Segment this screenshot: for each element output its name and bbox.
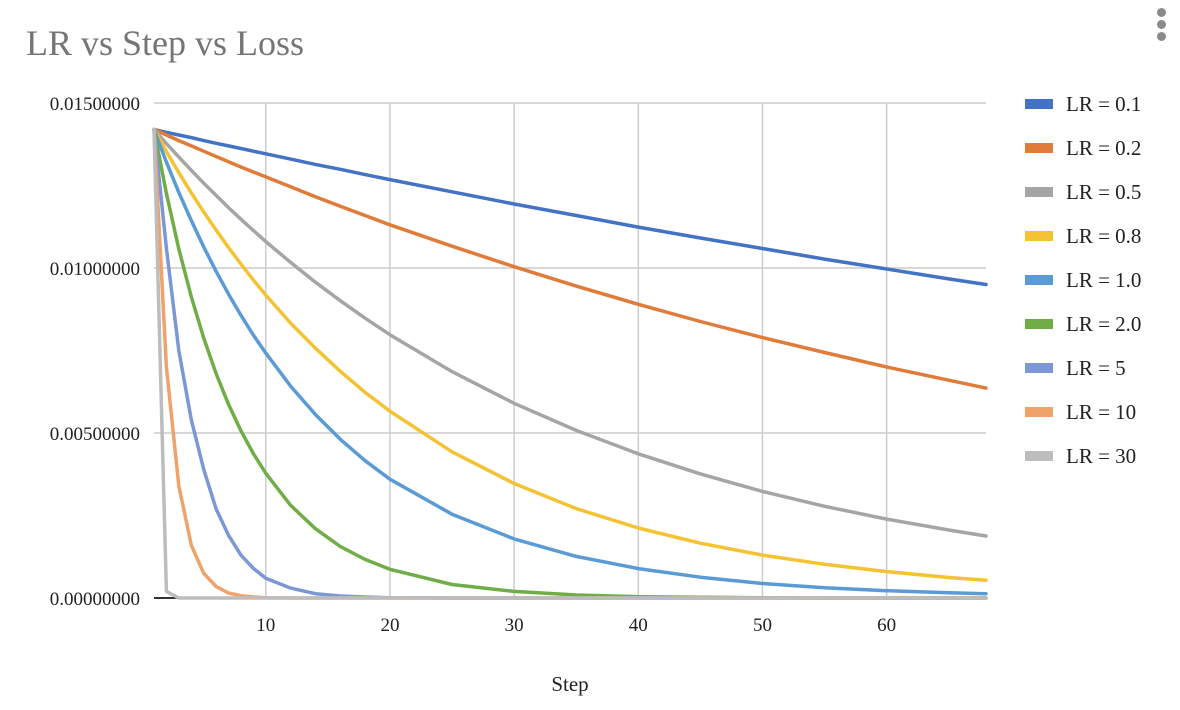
x-tick-label: 60 [877,615,896,636]
y-tick-label: 0.00500000 [50,424,140,445]
legend-label-5: LR = 2.0 [1066,312,1141,336]
x-tick-label: 30 [505,615,524,636]
legend-label-6: LR = 5 [1066,356,1126,380]
legend-swatch-7 [1025,407,1053,417]
chart-title: LR vs Step vs Loss [26,23,305,63]
y-tick-label: 0.01500000 [50,94,140,115]
legend-swatch-2 [1025,187,1053,197]
series-line-7 [152,127,988,600]
y-tick-label: 0.00000000 [50,589,140,610]
x-axis-label: Step [551,672,588,696]
more-options-icon[interactable] [1150,6,1174,42]
series-line-5 [152,127,988,600]
series-line-1 [152,127,988,390]
legend-swatch-4 [1025,275,1053,285]
series-line-2 [152,127,988,538]
legend-swatch-8 [1025,451,1053,461]
legend-swatch-5 [1025,319,1053,329]
legend-swatch-6 [1025,363,1053,373]
legend-label-0: LR = 0.1 [1066,92,1141,116]
x-tick-label: 40 [629,615,648,636]
series-line-0 [152,127,988,287]
series-line-8 [152,127,988,600]
legend-label-1: LR = 0.2 [1066,136,1141,160]
x-tick-label: 50 [753,615,772,636]
legend-label-8: LR = 30 [1066,444,1136,468]
x-tick-label: 20 [380,615,399,636]
legend-swatch-1 [1025,143,1053,153]
legend-label-7: LR = 10 [1066,400,1136,424]
x-tick-label: 10 [256,615,275,636]
series-line-3 [152,127,988,582]
legend-swatch-0 [1025,99,1053,109]
legend-label-3: LR = 0.8 [1066,224,1141,248]
series-line-4 [152,127,988,596]
y-tick-label: 0.01000000 [50,259,140,280]
legend-swatch-3 [1025,231,1053,241]
legend-label-2: LR = 0.5 [1066,180,1141,204]
legend-label-4: LR = 1.0 [1066,268,1141,292]
series-line-6 [152,127,988,600]
